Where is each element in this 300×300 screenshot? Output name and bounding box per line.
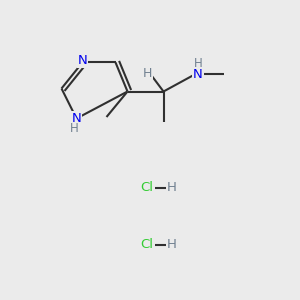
- Text: H: H: [194, 57, 202, 70]
- Text: H: H: [70, 122, 79, 136]
- Text: H: H: [167, 181, 177, 194]
- Text: N: N: [193, 68, 203, 82]
- Text: Cl: Cl: [140, 181, 154, 194]
- Text: N: N: [78, 54, 87, 68]
- Text: N: N: [72, 112, 81, 125]
- Text: H: H: [142, 67, 152, 80]
- Text: Cl: Cl: [140, 238, 154, 251]
- Text: H: H: [167, 238, 177, 251]
